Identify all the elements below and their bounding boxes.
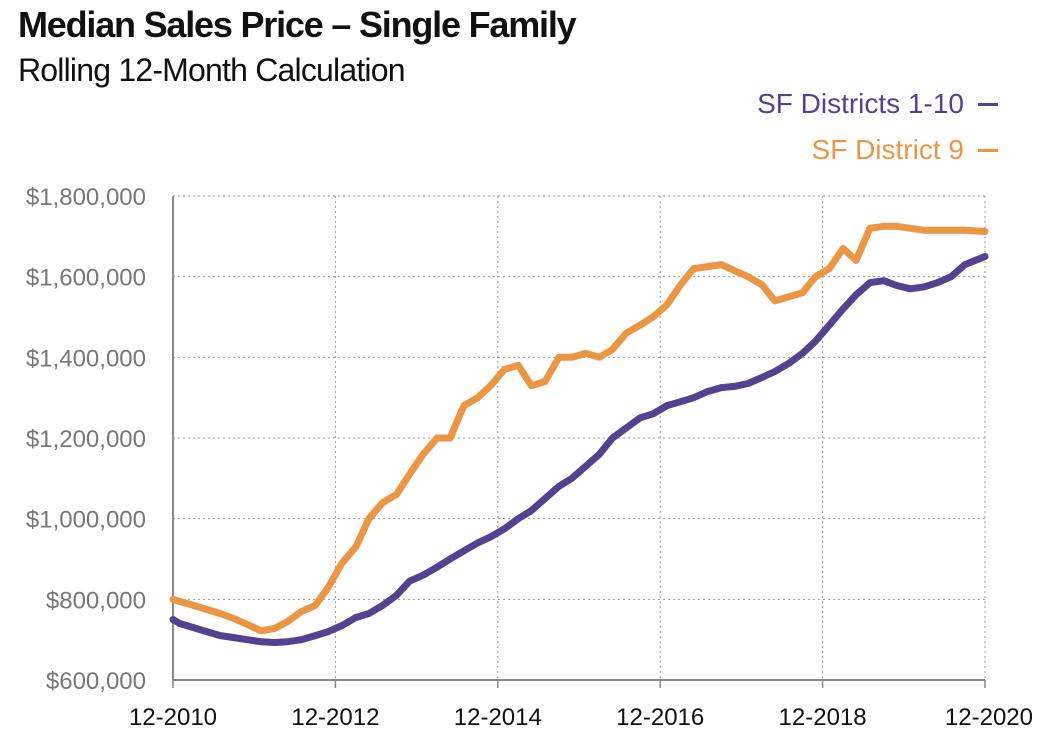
legend-item-sf-district-9: SF District 9 [812, 134, 998, 166]
x-tick-label: 12-2010 [129, 704, 217, 731]
y-tick-label: $800,000 [46, 587, 146, 614]
y-tick-label: $1,600,000 [26, 265, 146, 292]
y-tick-label: $600,000 [46, 668, 146, 695]
x-tick-labels: 12-2010 12-2012 12-2014 12-2016 12-2018 12-20… [129, 704, 1033, 731]
y-tick-label: $1,000,000 [26, 507, 146, 534]
series-lines [169, 222, 989, 646]
legend-swatch-sf-districts-1-10 [978, 102, 998, 106]
y-tick-label: $1,800,000 [26, 184, 146, 211]
legend-label-sf-districts-1-10: SF Districts 1-10 [757, 88, 964, 119]
series-line-sf-districts-1-10 [169, 253, 989, 646]
x-tick-label: 12-2012 [291, 704, 379, 731]
x-tick-label: 12-2016 [616, 704, 704, 731]
y-tick-label: $1,200,000 [26, 426, 146, 453]
x-tick-label: 12-2014 [454, 704, 542, 731]
legend-label-sf-district-9: SF District 9 [811, 134, 964, 165]
series-line-sf-district-9 [169, 222, 989, 635]
y-tick-labels: $600,000 $800,000 $1,000,000 $1,200,000 $1,4… [26, 184, 146, 695]
chart-subtitle: Rolling 12-Month Calculation [18, 52, 406, 88]
legend-item-sf-districts-1-10: SF Districts 1-10 [757, 88, 998, 120]
y-tick-label: $1,400,000 [26, 345, 146, 372]
x-tick-label: 12-2018 [779, 704, 867, 731]
chart-title: Median Sales Price – Single Family [18, 4, 577, 45]
grid-lines [173, 195, 986, 680]
x-tick-label: 12-2020 [945, 704, 1033, 731]
legend-swatch-sf-district-9 [978, 148, 998, 152]
